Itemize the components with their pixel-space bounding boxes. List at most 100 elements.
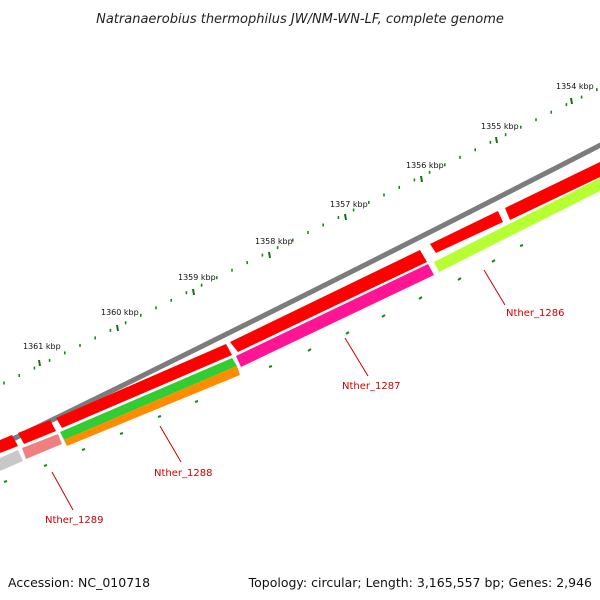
ruler-tick <box>413 178 416 182</box>
inner-tick <box>268 365 273 368</box>
ruler-tick <box>550 110 552 114</box>
gene-grey <box>0 450 23 471</box>
inner-tick <box>194 400 199 403</box>
ruler-label: 1357 kbp <box>330 200 368 209</box>
position-ruler: 1354 kbp 1355 kbp 1356 kbp 1357 kbp 1358… <box>3 82 598 385</box>
ruler-tick <box>155 306 157 310</box>
ruler-label: 1360 kbp <box>101 308 139 317</box>
ruler-label: 1359 kbp <box>178 273 216 282</box>
ruler-major-tick <box>38 359 41 367</box>
ruler-label-1358: 1358 kbp <box>255 237 293 246</box>
ruler-tick <box>474 148 476 152</box>
ruler-tick <box>94 336 96 340</box>
ruler-tick <box>489 140 492 144</box>
ruler-tick <box>3 381 5 385</box>
inner-tick <box>519 244 524 247</box>
ruler-tick <box>109 328 112 332</box>
gene-label-Nther_1287: Nther_1287 <box>342 381 400 392</box>
ruler-tick <box>292 238 294 242</box>
ruler-label-1359: 1359 kbp <box>178 273 216 282</box>
forward-cds-track <box>0 162 600 453</box>
cds-forward-2 <box>430 211 503 253</box>
inner-tick <box>81 448 86 451</box>
ruler-label: 1358 kbp <box>255 237 293 246</box>
gene-Nther_1289 <box>22 434 62 459</box>
ruler-tick <box>246 261 248 265</box>
ruler-label: 1356 kbp <box>406 161 444 170</box>
callout-line <box>483 269 506 306</box>
accession-text: Accession: NC_010718 <box>8 575 150 590</box>
map-title: Natranaerobius thermophilus JW/NM-WN-LF,… <box>96 12 504 27</box>
ruler-major-tick <box>495 136 498 144</box>
ruler-tick <box>535 118 537 122</box>
ruler-tick <box>565 103 568 107</box>
gene-Nther_1286 <box>434 178 600 272</box>
callout-Nther_1289: Nther_1289 <box>45 471 103 526</box>
cds-forward-6 <box>0 435 18 453</box>
ruler-tick <box>352 208 355 212</box>
ruler-tick <box>124 321 127 325</box>
inner-tick <box>157 415 162 418</box>
ruler-tick <box>200 283 203 287</box>
ruler-tick <box>520 125 522 129</box>
ruler-tick <box>580 95 583 99</box>
ruler-tick <box>307 231 309 234</box>
ruler-tick <box>276 246 279 250</box>
ruler-major-tick <box>570 97 573 105</box>
genome-backbone <box>0 142 600 449</box>
ruler-tick <box>459 155 461 159</box>
callout-line <box>159 425 182 463</box>
callout-Nther_1286: Nther_1286 <box>483 269 564 319</box>
ruler-tick <box>428 170 431 174</box>
inner-tick <box>491 259 496 263</box>
ruler-tick <box>444 163 446 167</box>
ruler-tick <box>48 358 51 362</box>
cds-forward-4 <box>56 344 232 428</box>
ruler-major-tick <box>116 324 119 332</box>
ruler-major-tick <box>192 288 195 296</box>
ruler-label: 1354 kbp <box>556 82 594 91</box>
ruler-label-1356: 1356 kbp <box>406 161 444 170</box>
ruler-label-1360: 1360 kbp <box>101 308 139 317</box>
inner-ruler-ticks <box>3 244 524 483</box>
ruler-label: 1361 kbp <box>23 342 61 351</box>
gene-labels: Nther_1286 Nther_1287 Nther_1288 Nther_1… <box>45 269 564 526</box>
inner-tick <box>381 314 386 318</box>
ruler-tick <box>337 216 340 219</box>
ruler-tick <box>170 298 172 302</box>
ruler-label-1354: 1354 kbp <box>556 82 594 91</box>
inner-tick <box>307 348 312 352</box>
inner-tick <box>119 432 124 435</box>
cds-forward-5 <box>18 420 56 444</box>
ruler-major-tick <box>268 251 271 259</box>
ruler-tick <box>231 268 233 272</box>
inner-tick <box>418 296 423 300</box>
ruler-tick <box>18 374 20 377</box>
gene-label-Nther_1286: Nther_1286 <box>506 308 564 319</box>
ruler-major-tick <box>420 175 423 183</box>
inner-tick <box>3 480 8 483</box>
gene-Nther_1287 <box>236 264 434 367</box>
callout-line <box>344 337 369 377</box>
inner-tick <box>43 464 48 467</box>
callout-line <box>51 471 74 511</box>
ruler-tick <box>398 185 400 189</box>
ruler-label: 1355 kbp <box>481 122 519 131</box>
callout-Nther_1288: Nther_1288 <box>154 425 212 479</box>
ruler-tick <box>185 291 188 295</box>
ruler-tick <box>261 253 264 257</box>
ruler-label-1357: 1357 kbp <box>330 200 368 209</box>
callout-Nther_1287: Nther_1287 <box>342 337 400 392</box>
cds-forward-1 <box>505 162 600 220</box>
ruler-tick <box>368 200 370 204</box>
ruler-tick <box>33 366 36 370</box>
topology-summary: Topology: circular; Length: 3,165,557 bp… <box>248 575 592 590</box>
gene-green <box>60 358 237 440</box>
gene-label-Nther_1289: Nther_1289 <box>45 515 103 526</box>
ruler-tick <box>322 223 324 227</box>
ruler-tick <box>140 313 142 317</box>
ruler-tick <box>79 343 81 347</box>
reverse-gene-track <box>0 178 600 471</box>
